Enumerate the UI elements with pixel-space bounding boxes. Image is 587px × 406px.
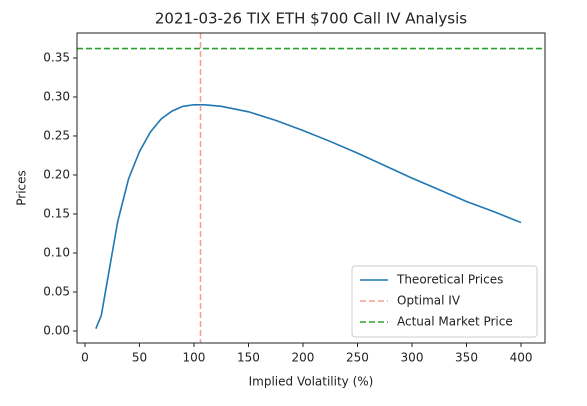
chart-title: 2021-03-26 TIX ETH $700 Call IV Analysis [155, 10, 467, 28]
x-axis-label: Implied Volatility (%) [249, 375, 374, 389]
x-tick-label: 100 [183, 351, 206, 365]
y-tick-label: 0.20 [43, 167, 70, 181]
y-tick-label: 0.35 [43, 50, 70, 64]
y-tick-label: 0.25 [43, 128, 70, 142]
y-tick-label: 0.00 [43, 323, 70, 337]
legend-label: Optimal IV [397, 294, 461, 308]
x-tick-label: 50 [132, 351, 147, 365]
x-tick-label: 0 [81, 351, 89, 365]
y-axis-label: Prices [15, 170, 29, 206]
x-tick-label: 300 [401, 351, 424, 365]
x-tick-label: 150 [237, 351, 260, 365]
x-tick-label: 400 [510, 351, 533, 365]
legend-box [351, 265, 538, 338]
plot-frame [76, 32, 546, 344]
x-tick-label: 200 [292, 351, 315, 365]
legend-label: Actual Market Price [397, 315, 513, 329]
line-series [95, 103, 522, 329]
x-tick-label: 350 [455, 351, 478, 365]
y-tick-label: 0.10 [43, 245, 70, 259]
y-tick-label: 0.05 [43, 284, 70, 298]
legend-label: Theoretical Prices [396, 273, 503, 287]
y-tick-label: 0.15 [43, 206, 70, 220]
x-tick-label: 250 [346, 351, 369, 365]
y-tick-label: 0.30 [43, 89, 70, 103]
